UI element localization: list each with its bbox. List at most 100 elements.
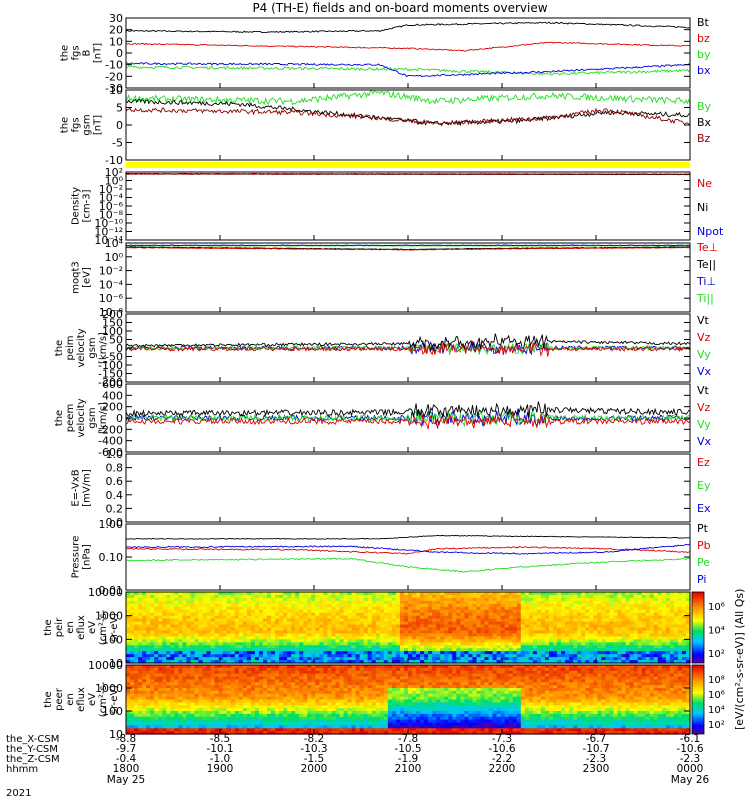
y-tick-label: 0.01: [99, 584, 124, 597]
legend-Ey: Ey: [697, 479, 711, 492]
x-tick-label: -7.3: [492, 733, 513, 745]
y-tick-label: -200: [98, 423, 123, 436]
x-tick-label: -2.3: [586, 753, 607, 765]
series-Vz-line: [125, 340, 691, 357]
series-Vz-line: [125, 413, 691, 430]
y-tick-label: 600: [102, 378, 123, 391]
legend-Pi: Pi: [697, 573, 706, 586]
y-tick-label: 10000: [88, 586, 123, 599]
series-Pi-line: [125, 544, 691, 555]
y-tick-label: 150: [102, 317, 123, 330]
y-axis-label-line: [nPa]: [82, 544, 93, 570]
x-tick-label: -1.9: [398, 753, 419, 765]
y-axis-label-line: fgs: [71, 45, 82, 60]
y-tick-label: 100: [102, 705, 123, 718]
x-tick-label: -10.5: [394, 743, 421, 755]
spectrogram-9: [126, 592, 691, 664]
y-axis-label-line: [mV/m]: [82, 469, 93, 507]
y-axis-label-line: [km/s]: [98, 402, 109, 434]
legend-Pe: Pe: [697, 556, 710, 569]
y-tick-label: 10: [109, 657, 123, 670]
series-Bz-line: [125, 107, 691, 126]
series-Bt-line: [125, 21, 691, 34]
y-tick-label: -20: [105, 70, 123, 83]
x-row-label: 2021: [6, 788, 31, 799]
series-Vt-line: [125, 333, 691, 353]
y-tick-label: -10: [105, 154, 123, 167]
y-axis-label-line: gsm: [87, 407, 98, 428]
y-axis-label-line: eflux: [76, 687, 87, 712]
spectrogram-10: [126, 665, 691, 735]
panel-frame: [125, 453, 691, 523]
y-tick-label: 400: [102, 389, 123, 402]
y-axis-label-line: sr-eV): [109, 685, 120, 714]
y-tick-label: 0.2: [106, 502, 124, 515]
colorbar-label: [eV/(cm²-s-sr-eV)] (All Qs): [733, 589, 746, 730]
series-by-line: [125, 65, 691, 76]
y-tick-label: 10: [109, 84, 123, 97]
panel-frame: [125, 242, 691, 313]
y-axis-label-line: [eV]: [82, 267, 93, 288]
y-axis-label-line: the: [60, 117, 71, 133]
colorbar: [691, 591, 705, 664]
panel-6: 6004002000-200-400-600thepeemvelocitygsm…: [54, 378, 712, 459]
x-row-label: the_X-CSM: [6, 734, 59, 745]
y-tick-label: 10⁻¹⁴: [94, 234, 123, 247]
y-axis-label-line: (cm²-s-: [98, 681, 109, 717]
y-tick-label: 10⁻⁴: [99, 192, 124, 205]
y-tick-label: -100: [98, 359, 123, 372]
y-tick-label: 10⁻⁶: [99, 200, 124, 213]
series-bx-line: [125, 62, 691, 78]
y-axis-label-line: velocity: [76, 398, 87, 437]
y-tick-label: 0: [116, 47, 123, 60]
y-axis-label-line: [km/s]: [98, 332, 109, 364]
x-tick-label: -2.3: [680, 753, 701, 765]
y-tick-label: -5: [112, 137, 123, 150]
y-axis-label: thepeerenefluxeV(cm²-s-sr-eV): [43, 681, 120, 717]
series-Pe-line: [125, 557, 691, 573]
y-tick-label: 100: [102, 325, 123, 338]
y-axis-label: Density[cm-3]: [71, 187, 93, 225]
y-tick-label: 10⁻²: [99, 265, 123, 278]
y-tick-label: 10⁰: [105, 175, 124, 188]
y-tick-label: 200: [102, 401, 123, 414]
y-axis-label-line: peir: [54, 617, 65, 637]
y-axis-label-line: en: [65, 621, 76, 634]
x-row-label: the_Z-CSM: [6, 754, 60, 765]
y-axis-label-line: the: [43, 619, 54, 635]
y-tick-label: 0: [116, 412, 123, 425]
series-bz-line: [125, 41, 691, 52]
legend-Vy: Vy: [697, 348, 711, 361]
y-tick-label: 1.0: [106, 448, 124, 461]
y-axis-label-line: [cm-3]: [82, 189, 93, 222]
colorbar: [691, 664, 705, 735]
page-title: P4 (TH-E) fields and on-board moments ov…: [252, 1, 547, 15]
x-tick-label: -7.8: [398, 733, 419, 745]
y-axis-label-line: moqt3: [71, 261, 82, 294]
legend-Pt: Pt: [697, 522, 709, 535]
y-axis-label-line: peim: [65, 335, 76, 360]
colorbar-tick-label: 10²: [708, 649, 725, 660]
y-tick-label: 10⁰: [105, 251, 124, 264]
x-tick-label: -10.6: [676, 743, 703, 755]
y-tick-label: 100: [102, 633, 123, 646]
x-tick-label: -6.7: [586, 733, 607, 745]
panel-9: 10000 1000 100 10 thepeirenefluxeV(cm²-s-sr-…: [43, 586, 725, 670]
legend-bx: bx: [697, 64, 711, 77]
y-axis-label-line: (cm²-s-: [98, 609, 109, 645]
y-axis-label-line: the: [54, 340, 65, 356]
legend-By: By: [697, 100, 712, 113]
series-Te-line: [125, 246, 691, 251]
legend-Vz: Vz: [697, 401, 711, 414]
y-axis-label: thefgsB[nT]: [60, 43, 104, 63]
legend-Bx: Bx: [697, 116, 712, 129]
y-axis-label-line: Density: [71, 187, 82, 225]
y-tick-label: 200: [102, 308, 123, 321]
y-tick-label: 10⁻¹⁰: [94, 217, 123, 230]
x-tick-label: May 26: [671, 774, 710, 786]
y-axis-label-line: Pressure: [71, 536, 82, 579]
legend-Pb: Pb: [697, 539, 711, 552]
y-tick-label: 1.00: [99, 518, 124, 531]
